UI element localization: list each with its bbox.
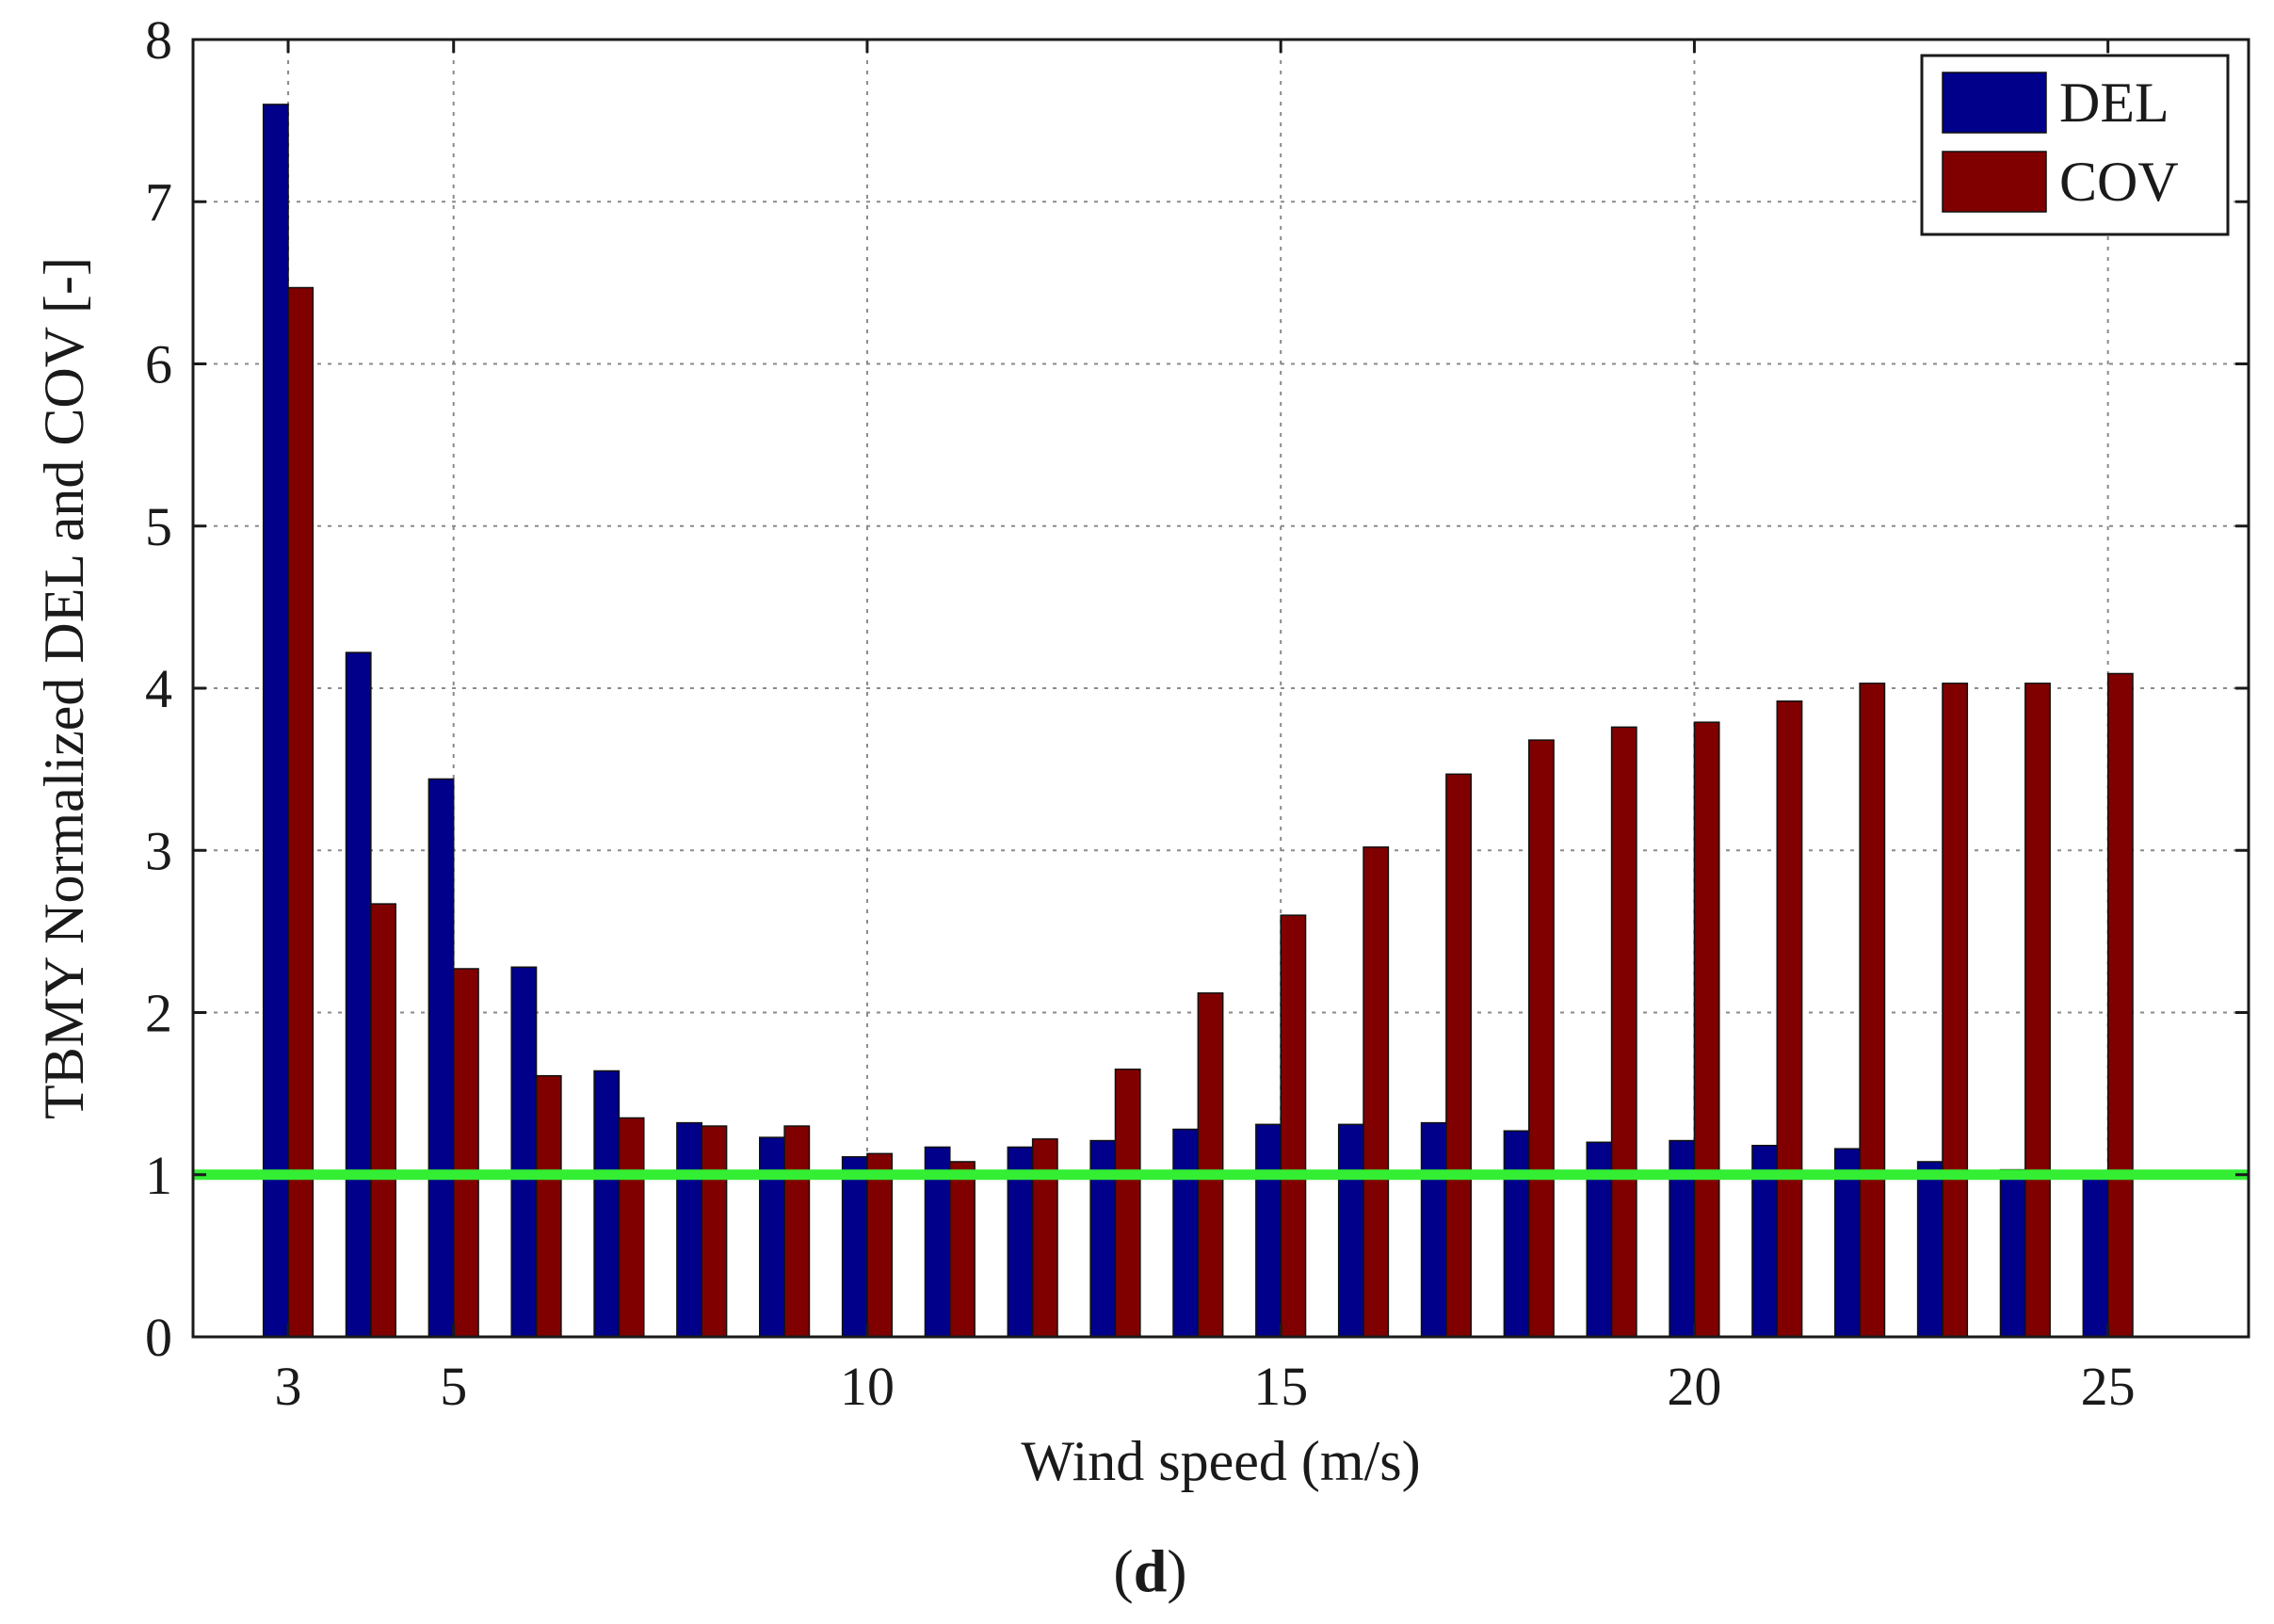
bar-cov xyxy=(370,903,396,1338)
bar-cov xyxy=(618,1117,645,1338)
bar-cov xyxy=(1114,1069,1141,1338)
y-tick-label: 2 xyxy=(145,983,172,1044)
bar-del xyxy=(1916,1161,1943,1338)
legend-swatch-cov xyxy=(1942,151,2047,213)
bar-cov xyxy=(452,968,479,1338)
legend: DEL COV xyxy=(1920,54,2230,236)
y-tick-label: 8 xyxy=(145,9,172,71)
bar-del xyxy=(1420,1121,1447,1338)
y-tick-label: 7 xyxy=(145,171,172,233)
bar-del xyxy=(2082,1177,2109,1338)
bar-del xyxy=(1999,1168,2026,1338)
y-tick-label: 6 xyxy=(145,334,172,395)
bar-cov xyxy=(1527,739,1555,1338)
bar-cov xyxy=(949,1161,976,1338)
bar-del xyxy=(345,651,372,1338)
legend-swatch-del xyxy=(1942,72,2047,134)
bar-cov xyxy=(1363,846,1390,1338)
y-tick-label: 0 xyxy=(145,1307,172,1368)
x-tick-label: 25 xyxy=(2081,1356,2136,1417)
bar-cov xyxy=(1197,992,1224,1338)
bar-cov xyxy=(1280,914,1307,1338)
bar-cov xyxy=(1610,726,1637,1338)
legend-label-cov: COV xyxy=(2059,151,2179,213)
y-tick-label: 1 xyxy=(145,1145,172,1206)
x-axis-label: Wind speed (m/s) xyxy=(1021,1430,1420,1492)
y-tick-label: 4 xyxy=(145,658,172,719)
axis-ticks: 3 5 10 15 20 25 0 1 2 3 4 5 6 7 8 xyxy=(145,9,2249,1417)
figure-caption: (d) xyxy=(1113,1537,1186,1604)
x-tick-label: 15 xyxy=(1253,1356,1308,1417)
caption-open-paren: ( xyxy=(1113,1537,1133,1604)
bar-cov xyxy=(287,286,314,1338)
bar-cov xyxy=(783,1125,811,1338)
bar-del xyxy=(676,1121,703,1338)
bar-del xyxy=(841,1156,868,1338)
bar-cov xyxy=(1031,1138,1058,1338)
bar-cov xyxy=(866,1152,894,1338)
bar-del xyxy=(759,1136,785,1338)
bars xyxy=(262,104,2134,1338)
bar-del xyxy=(593,1069,621,1338)
bar-del xyxy=(1337,1123,1364,1338)
x-tick-label: 10 xyxy=(840,1356,895,1417)
y-tick-label: 5 xyxy=(145,496,172,557)
bar-cov xyxy=(2024,683,2051,1338)
bar-del xyxy=(1255,1123,1282,1338)
bar-del xyxy=(510,966,538,1338)
bar-cov xyxy=(701,1125,728,1338)
caption-letter: d xyxy=(1134,1537,1168,1604)
bar-del xyxy=(262,104,289,1338)
bar-del xyxy=(1503,1130,1530,1338)
x-tick-label: 20 xyxy=(1667,1356,1721,1417)
bar-del xyxy=(427,778,455,1338)
bar-cov xyxy=(535,1074,562,1338)
bar-cov xyxy=(1942,683,1969,1338)
x-tick-label: 5 xyxy=(440,1356,467,1417)
bar-cov xyxy=(1776,700,1803,1338)
x-tick-label: 3 xyxy=(275,1356,302,1417)
bar-cov xyxy=(1859,683,1886,1338)
bar-cov xyxy=(1693,721,1720,1338)
bar-del xyxy=(1172,1128,1200,1338)
y-axis-label: TBMY Normalized DEL and COV [-] xyxy=(33,257,95,1119)
bar-cov xyxy=(1445,773,1472,1338)
legend-label-del: DEL xyxy=(2059,72,2169,134)
bar-cov xyxy=(2106,672,2134,1338)
y-tick-label: 3 xyxy=(145,820,172,881)
caption-close-paren: ) xyxy=(1167,1537,1186,1604)
